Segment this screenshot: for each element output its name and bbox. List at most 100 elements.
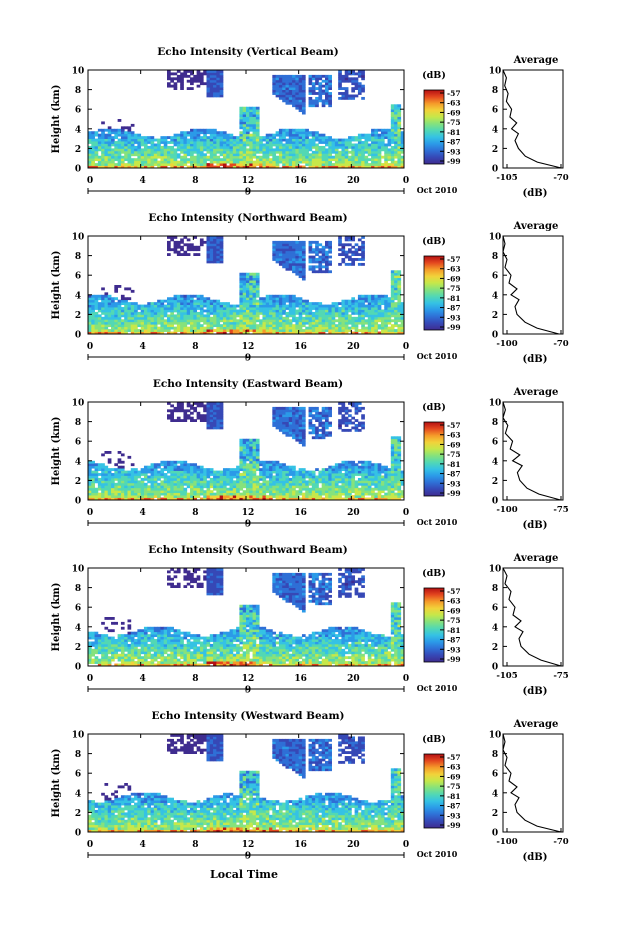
colorbar-tick-label: -63	[447, 763, 461, 772]
y-axis-label: Height (km)	[51, 583, 62, 652]
x-tick-label: 20	[347, 840, 360, 850]
colorbar-tick-label: -63	[447, 265, 461, 274]
x-tick-label: 8	[192, 342, 198, 352]
profile-y-tick-label: 2	[492, 809, 498, 819]
profile-y-tick-label: 2	[492, 311, 498, 321]
profile-y-tick-label: 10	[489, 399, 502, 409]
x-tick-label: 20	[347, 176, 360, 186]
y-axis-label: Height (km)	[51, 417, 62, 486]
x-tick-label: 4	[140, 176, 146, 186]
colorbar-tick-label: -63	[447, 431, 461, 440]
profile-x-label: (dB)	[523, 188, 548, 199]
profile-y-tick-label: 0	[492, 165, 498, 175]
profile-x-label: (dB)	[523, 354, 548, 365]
profile-line	[502, 401, 561, 501]
x-tick-label: 16	[294, 674, 307, 684]
profile-x-tick-label: -70	[553, 339, 568, 349]
y-tick-label: 10	[72, 67, 85, 77]
profile-x-label: (dB)	[523, 520, 548, 531]
heatmap	[88, 402, 405, 501]
day-label: 9	[245, 520, 251, 530]
colorbar-tick-label: -81	[447, 626, 461, 635]
y-tick-label: 4	[75, 789, 81, 799]
y-tick-label: 10	[72, 731, 85, 741]
profile-line	[502, 235, 560, 335]
x-tick-label: 16	[294, 342, 307, 352]
x-tick-label: 0	[403, 176, 409, 186]
panel-title: Echo Intensity (Eastward Beam)	[153, 378, 343, 390]
x-tick-label: 8	[192, 674, 198, 684]
profile-y-tick-label: 6	[492, 770, 498, 780]
colorbar-tick-label: -99	[447, 655, 461, 664]
panel-title: Echo Intensity (Northward Beam)	[148, 212, 347, 224]
colorbar	[423, 421, 445, 497]
profile-frame	[502, 733, 564, 833]
day-label: 9	[245, 686, 251, 696]
profile-y-tick-label: 0	[492, 829, 498, 839]
colorbar-tick-label: -87	[447, 304, 461, 313]
colorbar-tick-label: -99	[447, 489, 461, 498]
y-tick-label: 0	[75, 663, 81, 673]
colorbar-tick-label: -69	[447, 108, 461, 117]
colorbar-tick-label: -57	[447, 421, 461, 430]
colorbar-tick-label: -69	[447, 772, 461, 781]
panel-4: Echo Intensity (Southward Beam) 0 2 4 6 8 10 He…	[51, 544, 569, 697]
colorbar-tick-label: -93	[447, 645, 461, 654]
profile-x-label: (dB)	[523, 686, 548, 697]
colorbar-tick-label: -75	[447, 782, 461, 791]
x-tick-label: 8	[192, 176, 198, 186]
colorbar-label: (dB)	[422, 734, 446, 745]
x-tick-label: 8	[192, 508, 198, 518]
y-axis-label: Height (km)	[51, 85, 62, 154]
colorbar-tick-label: -93	[447, 811, 461, 820]
x-tick-label: 20	[347, 508, 360, 518]
colorbar-tick-label: -81	[447, 128, 461, 137]
day-label: 9	[245, 354, 251, 364]
x-tick-label: 4	[140, 674, 146, 684]
profile-y-tick-label: 6	[492, 272, 498, 282]
colorbar-tick-label: -93	[447, 147, 461, 156]
colorbar-tick-label: -69	[447, 440, 461, 449]
colorbar-tick-label: -81	[447, 460, 461, 469]
x-tick-label: 4	[140, 840, 146, 850]
colorbar	[423, 255, 445, 331]
x-tick-label: 0	[403, 342, 409, 352]
colorbar-tick-label: -87	[447, 636, 461, 645]
profile-x-label: (dB)	[523, 852, 548, 863]
heatmap	[88, 70, 405, 169]
profile-y-tick-label: 0	[492, 497, 498, 507]
profile-y-tick-label: 4	[492, 457, 498, 467]
y-tick-label: 2	[75, 643, 81, 653]
colorbar-tick-label: -57	[447, 587, 461, 596]
x-tick-label: 0	[87, 508, 93, 518]
x-tick-label: 8	[192, 840, 198, 850]
y-tick-label: 10	[72, 233, 85, 243]
profile-y-tick-label: 2	[492, 477, 498, 487]
y-tick-label: 6	[75, 272, 81, 282]
colorbar-tick-label: -99	[447, 323, 461, 332]
profile-frame	[502, 567, 564, 667]
y-tick-label: 10	[72, 565, 85, 575]
x-tick-label: 16	[294, 840, 307, 850]
panel-title: Echo Intensity (Southward Beam)	[148, 544, 347, 556]
y-tick-label: 4	[75, 623, 81, 633]
local-time-label: Local Time	[210, 868, 278, 881]
y-tick-label: 8	[75, 252, 81, 262]
colorbar-tick-label: -63	[447, 99, 461, 108]
colorbar-tick-label: -93	[447, 479, 461, 488]
x-tick-label: 16	[294, 508, 307, 518]
y-tick-label: 2	[75, 809, 81, 819]
y-tick-label: 8	[75, 418, 81, 428]
profile-y-tick-label: 2	[492, 145, 498, 155]
colorbar-tick-label: -75	[447, 450, 461, 459]
colorbar-tick-label: -57	[447, 89, 461, 98]
x-tick-label: 20	[347, 342, 360, 352]
panel-1: Echo Intensity (Vertical Beam) 0 2 4 6 8 10 Hei…	[51, 46, 569, 199]
profile-y-tick-label: 8	[492, 418, 498, 428]
x-tick-label: 0	[87, 342, 93, 352]
colorbar-tick-label: -69	[447, 274, 461, 283]
x-tick-label: 12	[242, 508, 255, 518]
colorbar-label: (dB)	[422, 402, 446, 413]
day-label: 9	[245, 188, 251, 198]
colorbar-tick-label: -99	[447, 157, 461, 166]
